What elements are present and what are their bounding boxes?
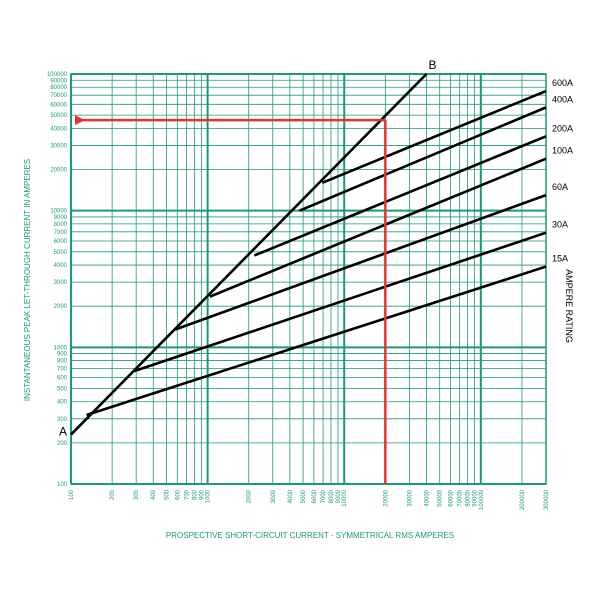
y-tick-label: 400	[57, 400, 68, 406]
x-tick-label: 7000	[321, 489, 327, 503]
series-line-200a	[253, 135, 547, 257]
x-tick-label: 1000	[206, 489, 212, 503]
y-tick-label: 9000	[54, 215, 68, 221]
x-tick-label: 20000	[383, 489, 389, 506]
series-line-60a	[174, 193, 547, 331]
y-tick-label: 60000	[50, 102, 67, 108]
grid	[70, 73, 547, 485]
y-tick-label: 90000	[50, 78, 67, 84]
series-line-100a	[209, 157, 547, 298]
x-tick-label: 5000	[301, 489, 307, 503]
y-tick-label: 70000	[50, 93, 67, 99]
point-b-label: B	[428, 58, 436, 72]
x-tick-label: 200	[110, 489, 116, 500]
y-tick-label: 30000	[50, 143, 67, 149]
series-line-600a	[321, 89, 547, 184]
x-tick-label: 300000	[544, 489, 550, 510]
y-axis-title: INSTANTANEOUS PEAK LET-THROUGH CURRENT I…	[23, 159, 32, 401]
x-tick-label: 100	[69, 489, 75, 500]
chart-labels: 15A 30A 60A 100A 200A 400A 600A A B	[59, 58, 573, 439]
y-tick-label: 6000	[54, 239, 68, 245]
x-tick-label: 70000	[458, 489, 464, 506]
series-label-30a: 30A	[552, 220, 568, 230]
y-tick-label: 1000	[54, 345, 68, 351]
point-a-label: A	[59, 425, 67, 439]
x-tick-labels: 100 200 300 400 500 600 700 800 900 1000 2000 3000 4…	[69, 489, 550, 510]
x-tick-label: 40000	[424, 489, 430, 506]
x-tick-label: 500	[164, 489, 170, 500]
x-tick-label: 8000	[329, 489, 335, 503]
x-tick-label: 90000	[473, 489, 479, 506]
x-tick-label: 100000	[479, 489, 485, 510]
x-tick-label: 6000	[312, 489, 318, 503]
y-tick-label: 8000	[54, 222, 68, 228]
series-label-400a: 400A	[552, 94, 573, 104]
x-tick-label: 800	[192, 489, 198, 500]
x-tick-label: 900	[199, 489, 205, 500]
series-label-600a: 600A	[552, 78, 573, 88]
series-lines	[70, 73, 547, 436]
y-tick-label: 100000	[47, 72, 68, 78]
ampere-rating-label: AMPERE RATING	[564, 269, 574, 343]
y-tick-label: 300	[57, 417, 68, 423]
x-axis-title: PROSPECTIVE SHORT-CIRCUIT CURRENT - SYMM…	[166, 531, 454, 540]
series-line-30a	[133, 231, 547, 373]
y-tick-label: 3000	[54, 280, 68, 286]
series-label-100a: 100A	[552, 146, 573, 156]
y-tick-label: 100	[57, 482, 68, 488]
y-tick-label: 7000	[54, 230, 68, 236]
x-tick-label: 300	[134, 489, 140, 500]
plot-border	[70, 73, 547, 485]
y-tick-label: 40000	[50, 126, 67, 132]
x-tick-label: 700	[184, 489, 190, 500]
series-label-15a: 15A	[552, 254, 568, 264]
y-tick-label: 500	[57, 386, 68, 392]
x-tick-label: 2000	[247, 489, 253, 503]
series-label-200a: 200A	[552, 123, 573, 133]
x-tick-label: 4000	[288, 489, 294, 503]
y-tick-label: 10000	[50, 209, 67, 215]
series-line-15a	[86, 265, 547, 417]
example-lines	[75, 115, 387, 484]
x-tick-label: 200000	[520, 489, 526, 510]
x-tick-label: 50000	[438, 489, 444, 506]
y-tick-label: 700	[57, 367, 68, 373]
y-tick-label: 80000	[50, 85, 67, 91]
x-tick-label: 10000	[342, 489, 348, 506]
x-tick-label: 30000	[407, 489, 413, 506]
y-tick-label: 20000	[50, 168, 67, 174]
x-tick-label: 600	[175, 489, 181, 500]
x-tick-label: 60000	[449, 489, 455, 506]
x-tick-label: 3000	[271, 489, 277, 503]
y-tick-label: 4000	[54, 263, 68, 269]
y-tick-label: 5000	[54, 250, 68, 256]
y-tick-label: 600	[57, 376, 68, 382]
y-tick-label: 50000	[50, 113, 67, 119]
series-label-60a: 60A	[552, 182, 568, 192]
y-tick-label: 2000	[54, 304, 68, 310]
limit-line-a-b	[70, 73, 428, 436]
y-tick-label: 900	[57, 352, 68, 358]
series-line-400a	[298, 106, 547, 212]
y-tick-label: 800	[57, 359, 68, 365]
y-tick-label: 200	[57, 441, 68, 447]
x-tick-label: 80000	[466, 489, 472, 506]
x-tick-label: 9000	[336, 489, 342, 503]
x-tick-label: 400	[151, 489, 157, 500]
